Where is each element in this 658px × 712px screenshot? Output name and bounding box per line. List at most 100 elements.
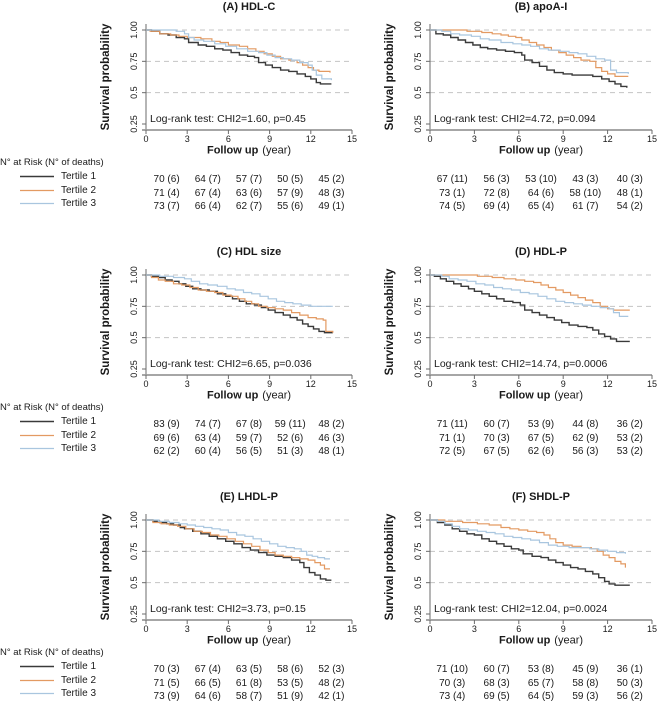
x-tick-label: 15: [347, 379, 357, 389]
y-axis: 0.25 0.5 0.75 1.00 Survival probability: [384, 266, 431, 378]
risk-count-cell: 46 (3): [318, 432, 345, 444]
y-tick-label: 0.5: [129, 86, 139, 99]
risk-count-cell: 71 (1): [439, 432, 466, 444]
survival-curve-tertile-2: [146, 274, 334, 333]
y-tick-label: 1.00: [129, 511, 139, 529]
risk-count-cell: 74 (5): [439, 201, 466, 212]
y-tick-label: 0.75: [129, 298, 139, 316]
risk-count-cell: 67 (5): [483, 446, 510, 457]
risk-count-cell: 57 (7): [235, 174, 263, 185]
survival-curve-tertile-1: [430, 274, 630, 343]
risk-count-cell: 66 (4): [194, 201, 221, 212]
y-axis: 0.25 0.5 0.75 1.00 Survival probability: [384, 21, 431, 133]
risk-count-cell: 50 (3): [616, 677, 643, 689]
y-tick-label: 1.00: [413, 511, 423, 529]
risk-count-cell: 69 (4): [483, 201, 510, 212]
column-gap: [358, 490, 380, 704]
risk-count-cell: 52 (3): [318, 664, 345, 675]
x-axis-label-bold: Follow up: [499, 145, 551, 157]
y-tick-label: 0.5: [129, 331, 139, 344]
risk-count-cell: 70 (6): [153, 174, 180, 185]
risk-table-row-tertile-3: 73 (9) 64 (6) 58 (7) 51 (9) 42 (1): [146, 690, 352, 704]
legend-label: Tertile 1: [61, 416, 97, 428]
risk-count-cell: 73 (9): [153, 691, 180, 702]
x-axis-label-bold: Follow up: [207, 635, 259, 647]
x-axis-label-bold: Follow up: [207, 145, 259, 157]
column-gap: [358, 0, 380, 214]
risk-table-row-tertile-3: 72 (5) 67 (5) 62 (6) 56 (3) 53 (2): [430, 445, 652, 459]
survival-curve-tertile-2: [430, 274, 630, 311]
x-axis: 0 3 6 9 12 15 Follow up (year): [426, 619, 657, 647]
survival-curve-tertile-3: [430, 274, 629, 317]
risk-table-row-tertile-1: 71 (11) 60 (7) 53 (9) 44 (8) 36 (2): [430, 418, 652, 432]
x-tick-label: 9: [561, 379, 566, 389]
x-tick-label: 9: [267, 134, 272, 144]
risk-count-cell: 36 (2): [616, 419, 643, 430]
risk-count-cell: 71 (5): [153, 677, 180, 689]
risk-count-cell: 71 (11): [436, 419, 468, 430]
x-tick-label: 15: [647, 379, 657, 389]
risk-count-cell: 60 (7): [483, 664, 510, 675]
risk-count-cell: 63 (5): [235, 664, 263, 675]
risk-table-row-tertile-2: 71 (4) 67 (4) 63 (6) 57 (9) 48 (3): [146, 187, 352, 201]
y-axis-label: Survival probability: [384, 513, 396, 620]
x-tick-label: 9: [267, 379, 272, 389]
risk-count-cell: 45 (2): [318, 174, 345, 185]
x-axis-label-unit: (year): [262, 390, 291, 402]
y-tick-label: 0.5: [129, 576, 139, 589]
x-tick-label: 0: [143, 624, 148, 634]
legend-item-tertile-2: Tertile 2: [0, 429, 96, 443]
legend-label: Tertile 3: [61, 688, 97, 700]
panel-title: (C) HDL size: [216, 246, 282, 258]
y-axis-label: Survival probability: [384, 268, 396, 375]
risk-count-cell: 64 (5): [527, 691, 555, 702]
risk-count-cell: 56 (5): [235, 446, 263, 457]
y-tick-label: 1.00: [413, 21, 423, 39]
x-axis-label: Follow up (year): [207, 635, 291, 647]
risk-count-cell: 61 (8): [235, 677, 263, 689]
x-axis-label-bold: Follow up: [499, 390, 551, 402]
legend-item-tertile-3: Tertile 3: [0, 197, 96, 211]
legend-line-swatch: [20, 434, 54, 436]
risk-table-row-tertile-3: 73 (7) 66 (4) 62 (7) 55 (6) 49 (1): [146, 200, 352, 214]
x-axis-label-bold: Follow up: [499, 635, 551, 647]
legend-line-swatch: [20, 203, 54, 205]
x-tick-label: 0: [427, 379, 432, 389]
x-tick-label: 9: [561, 624, 566, 634]
x-tick-label: 6: [516, 624, 521, 634]
x-axis-label-unit: (year): [554, 145, 583, 157]
y-tick-label: 0.25: [413, 605, 423, 623]
y-tick-label: 1.00: [413, 266, 423, 284]
risk-count-cell: 69 (5): [483, 691, 510, 702]
risk-count-cell: 51 (9): [277, 691, 304, 702]
x-axis-label: Follow up (year): [207, 145, 291, 157]
x-tick-label: 12: [603, 134, 613, 144]
risk-count-cell: 48 (3): [318, 187, 345, 199]
risk-count-cell: 69 (6): [153, 432, 180, 444]
risk-table-row-tertile-3: 74 (5) 69 (4) 65 (4) 61 (7) 54 (2): [430, 200, 652, 214]
risk-count-cell: 58 (8): [572, 677, 599, 689]
legend-line-swatch: [20, 679, 54, 681]
x-tick-label: 3: [472, 624, 477, 634]
risk-count-cell: 53 (9): [527, 419, 555, 430]
legend-line-swatch: [20, 693, 54, 695]
risk-count-cell: 68 (3): [483, 677, 510, 689]
x-tick-label: 3: [472, 379, 477, 389]
gridlines: [146, 29, 352, 94]
risk-count-cell: 53 (10): [525, 174, 557, 185]
panel-slot: (B) apoA-I 0.25 0.5 0.75 1.00 Survival probab…: [380, 0, 658, 214]
logrank-annotation: Log-rank test: CHI2=12.04, p=0.0024: [434, 603, 608, 615]
risk-count-cell: 52 (6): [277, 432, 304, 444]
risk-legend: N° at Risk (N° of deaths) Tertile 1 Tertil…: [0, 245, 104, 459]
risk-count-cell: 70 (3): [439, 677, 466, 689]
risk-table: 70 (3) 67 (4) 63 (5) 58 (6) 52 (3) 71 (5) 66 (…: [146, 663, 352, 704]
risk-count-cell: 59 (7): [235, 432, 263, 444]
survival-curve-tertile-2: [146, 29, 331, 73]
km-plot: 0.25 0.5 0.75 1.00 Survival probability 0 3 6 9 1…: [384, 266, 657, 402]
legend-label: Tertile 2: [61, 674, 97, 686]
x-tick-label: 15: [647, 624, 657, 634]
x-tick-label: 6: [226, 134, 231, 144]
risk-count-cell: 66 (5): [194, 677, 221, 689]
x-tick-label: 12: [603, 624, 613, 634]
panel-slot: (C) HDL size 0.25 0.5 0.75 1.00 Survival prob…: [96, 245, 358, 459]
